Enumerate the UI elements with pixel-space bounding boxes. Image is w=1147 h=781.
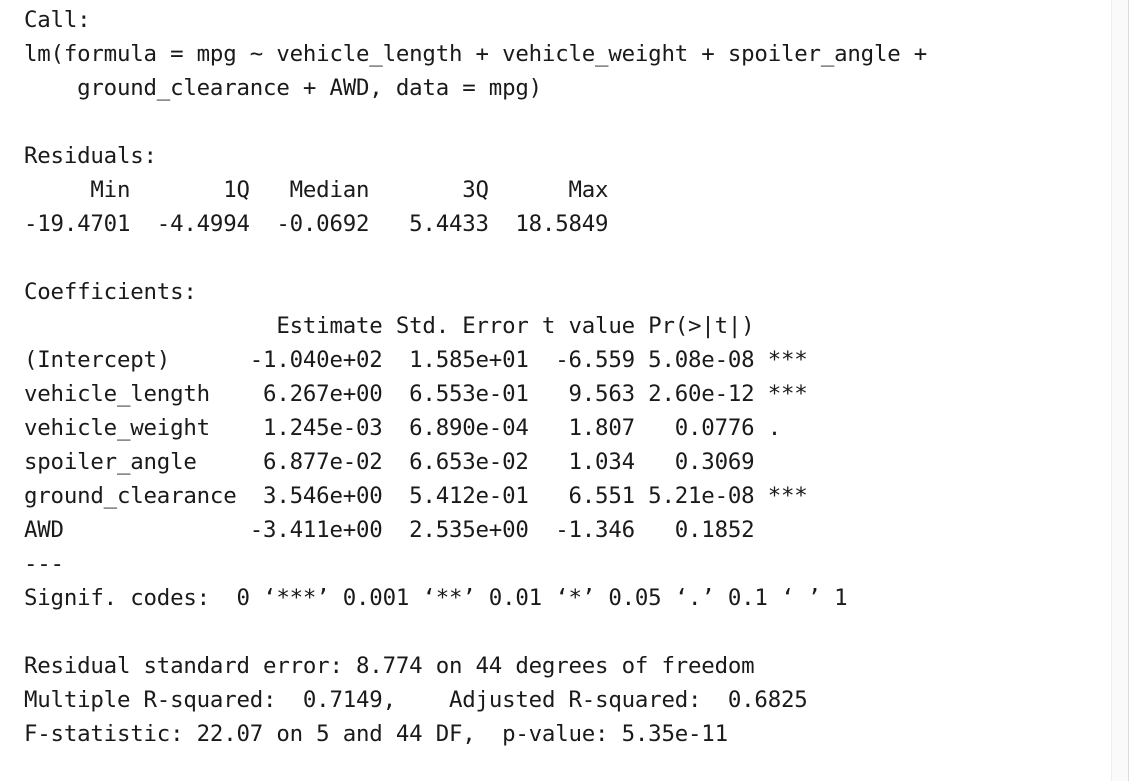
console-line: Signif. codes: 0 ‘***’ 0.001 ‘**’ 0.01 ‘… [24, 585, 848, 611]
console-line: Coefficients: [24, 279, 197, 305]
console-line: Call: [24, 7, 91, 33]
console-line: Estimate Std. Error t value Pr(>|t|) [24, 313, 808, 339]
console-line: -19.4701 -4.4994 -0.0692 5.4433 18.5849 [24, 211, 622, 237]
console-line: vehicle_length 6.267e+00 6.553e-01 9.563… [24, 381, 808, 407]
console-line: ground_clearance 3.546e+00 5.412e-01 6.5… [24, 483, 808, 509]
console-line: spoiler_angle 6.877e-02 6.653e-02 1.034 … [24, 449, 808, 475]
scrollbar-track[interactable] [1111, 0, 1128, 781]
console-line: lm(formula = mpg ~ vehicle_length + vehi… [24, 41, 941, 67]
console-line: Residuals: [24, 143, 157, 169]
console-line: Multiple R-squared: 0.7149, Adjusted R-s… [24, 687, 821, 713]
console-output: Call: lm(formula = mpg ~ vehicle_length … [24, 3, 940, 751]
console-line: Min 1Q Median 3Q Max [24, 177, 622, 203]
console-line: AWD -3.411e+00 2.535e+00 -1.346 0.1852 [24, 517, 808, 543]
console-line: --- [24, 551, 64, 577]
console-line: F-statistic: 22.07 on 5 and 44 DF, p-val… [24, 721, 728, 747]
console-line: ground_clearance + AWD, data = mpg) [24, 75, 542, 101]
console-line: Residual standard error: 8.774 on 44 deg… [24, 653, 755, 679]
console-line: vehicle_weight 1.245e-03 6.890e-04 1.807… [24, 415, 808, 441]
console-line: (Intercept) -1.040e+02 1.585e+01 -6.559 … [24, 347, 808, 373]
